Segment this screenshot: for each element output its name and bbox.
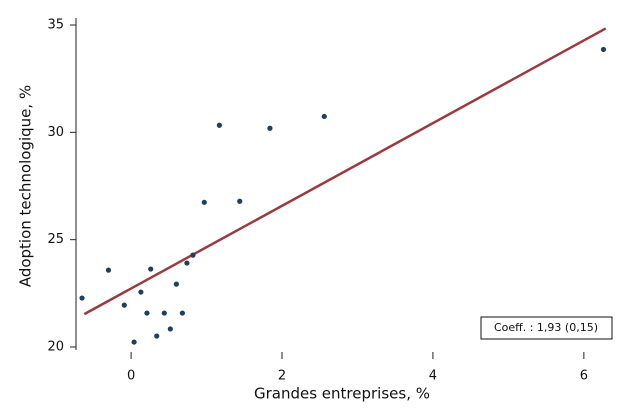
point [237,198,243,204]
point [201,199,207,205]
point [179,310,185,316]
x-tick-label: 6 [580,369,588,384]
point [267,125,273,131]
y-tick-label: 30 [47,125,64,140]
point [154,333,160,339]
y-tick-label: 35 [47,18,64,33]
point [600,46,607,53]
x-axis-title: Grandes entreprises, % [254,385,430,403]
point [184,260,190,266]
point [121,302,127,308]
trend-line [83,27,607,316]
point [321,113,327,120]
point [148,266,154,272]
annotation: Coeff. : 1,93 (0,15) [494,321,598,334]
point [190,252,196,258]
x-tick-label: 4 [429,369,437,384]
point [161,310,167,316]
point [79,295,85,301]
y-axis-title: Adoption technologique, % [17,85,35,287]
point [167,326,173,332]
y-tick-label: 20 [47,340,64,355]
point [105,267,112,273]
point [173,281,179,287]
point [131,339,137,345]
annotation-box [480,316,613,340]
point [138,289,144,295]
x-tick-label: 2 [278,369,286,384]
x-tick-label: 0 [127,369,135,384]
y-tick-label: 25 [47,232,64,247]
point [144,310,150,316]
point [216,122,222,128]
